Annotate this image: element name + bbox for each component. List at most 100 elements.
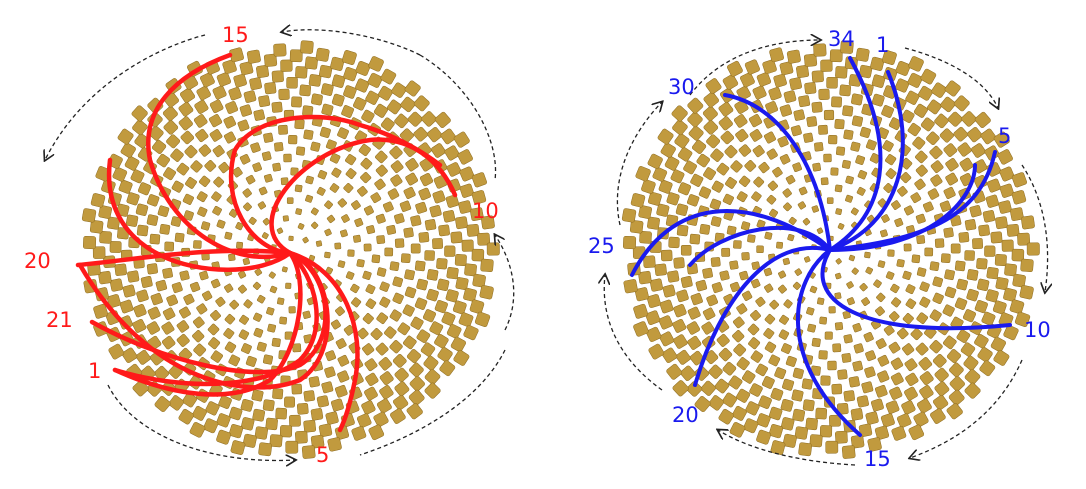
left-seed [258,186,268,196]
right-seed [766,148,778,160]
right-seed [816,227,824,235]
left-seed [310,408,324,421]
right-seed [718,101,734,117]
right-seed [687,194,700,207]
right-seed [687,335,702,350]
right-seed [680,276,693,288]
right-seed [850,434,865,449]
right-seed [859,283,868,292]
right-seed [791,389,804,402]
left-seed [280,59,293,72]
left-seed [179,306,191,319]
left-seed [136,289,149,303]
left-seed [373,103,388,118]
right-seed [979,360,996,377]
right-seed [864,366,876,378]
right-seed [687,306,701,320]
left-spiral-10 [287,250,360,433]
left-seed [262,354,274,365]
left-seed [119,299,134,314]
left-seed [364,358,378,372]
right-seed [903,243,912,252]
left-seed [238,270,247,279]
left-seed [264,82,277,95]
left-seed [291,383,303,395]
right-spiral-9 [820,248,1012,331]
right-seed [742,370,756,384]
left-seed [434,111,451,128]
right-seed [919,296,931,308]
left-seed [215,296,226,307]
left-seed [289,414,301,427]
left-seed [337,354,350,367]
right-seed [877,370,890,383]
right-seed [768,354,781,367]
right-seed [889,311,900,322]
right-seed [780,398,794,412]
left-seed [205,401,220,416]
right-seed [831,383,843,395]
right-seed [710,257,721,267]
right-seed [769,208,778,218]
right-seed [852,360,863,372]
left-seed [380,117,395,132]
left-seed [132,119,148,136]
left-seed [321,381,334,394]
right-seed [902,270,912,280]
right-label-15: 15 [864,447,891,471]
right-seed [774,367,787,380]
right-seed [672,380,689,397]
left-seed [400,96,416,113]
left-seed [162,106,178,122]
left-seed [198,144,212,157]
left-seed [117,128,134,145]
right-spiral-labels: 34 1 30 5 25 10 20 15 [588,27,1051,471]
right-seed [736,85,751,101]
left-seed [453,131,470,148]
right-seed [845,175,854,185]
left-seed [365,284,376,295]
right-seed [686,321,701,335]
left-seed [230,440,246,455]
left-seed [337,127,349,140]
right-seed [932,354,947,368]
right-seed [842,310,851,319]
left-seed [408,389,425,406]
left-seed [256,65,270,79]
right-seed [824,331,833,340]
right-seed [966,288,979,302]
right-seed [851,267,859,275]
right-seed [801,378,813,390]
right-seed [943,335,957,350]
right-seed [781,343,792,354]
right-seed [897,327,909,340]
right-seed [802,217,811,226]
left-seed [252,162,262,173]
right-seed [961,111,977,127]
right-seed [919,371,934,386]
left-seed [416,329,431,344]
left-seed [135,203,149,216]
left-seed [335,384,348,398]
right-seed [982,210,996,223]
right-seed [915,213,926,224]
left-seed [207,323,220,336]
right-seed [939,200,952,212]
right-seed [748,337,761,350]
right-seed [871,93,885,107]
left-seed [414,260,426,272]
right-seed [753,176,765,188]
left-seed [375,342,389,356]
left-seed [334,242,342,250]
left-seed [310,207,319,216]
right-seed [689,233,701,245]
right-seed [850,141,861,152]
left-seed [357,327,369,340]
left-seed [216,413,231,428]
left-seed [176,320,190,333]
right-seed [710,216,722,227]
right-seed [703,92,720,108]
right-label-5: 5 [998,124,1011,148]
right-seed [905,298,917,309]
right-seed [813,43,827,57]
